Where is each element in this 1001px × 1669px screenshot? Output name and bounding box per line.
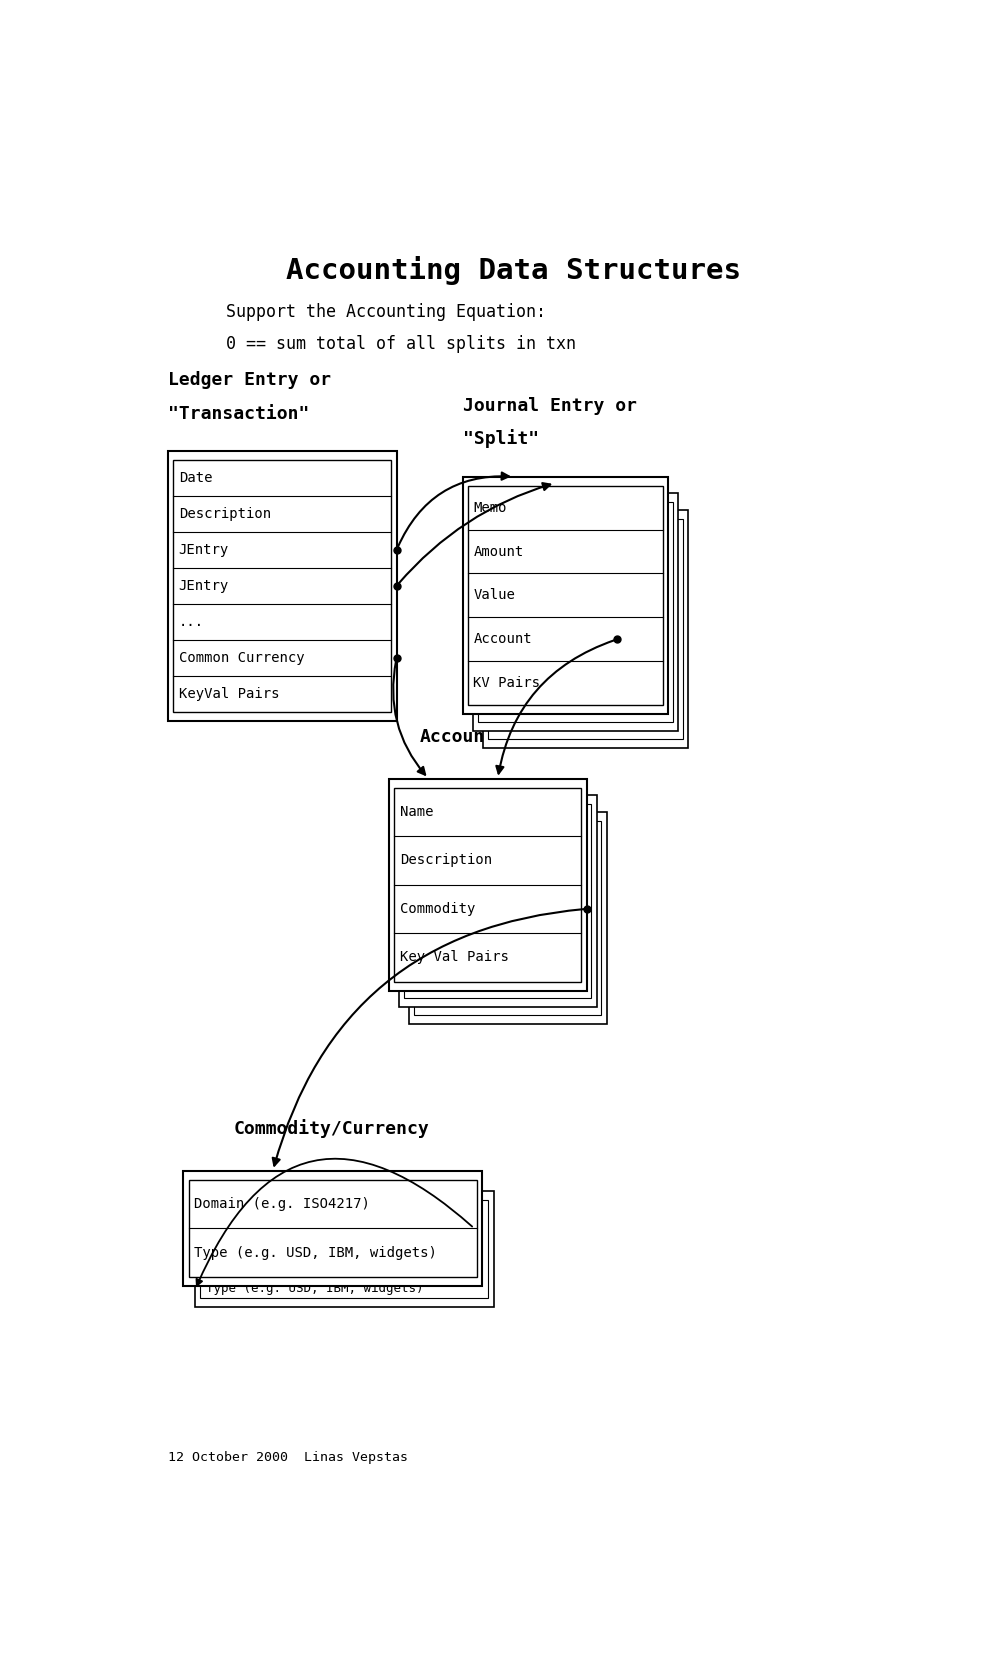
Text: Account: Account bbox=[420, 728, 496, 746]
Text: Amount: Amount bbox=[473, 544, 524, 559]
Text: Name: Name bbox=[399, 804, 433, 819]
Bar bbox=[189, 1180, 476, 1277]
Bar bbox=[394, 788, 582, 981]
Text: Key Val Pairs: Key Val Pairs bbox=[399, 950, 509, 965]
Text: Commodity: Commodity bbox=[399, 901, 475, 916]
Bar bbox=[478, 502, 673, 723]
Text: JEntry: JEntry bbox=[178, 579, 229, 592]
Bar bbox=[168, 451, 396, 721]
Text: Memo: Memo bbox=[473, 501, 507, 514]
Text: Type (e.g. USD, IBM, widgets): Type (e.g. USD, IBM, widgets) bbox=[194, 1245, 437, 1260]
Text: 0 == sum total of all splits in txn: 0 == sum total of all splits in txn bbox=[226, 335, 576, 354]
Bar bbox=[200, 1200, 488, 1298]
Text: JEntry: JEntry bbox=[178, 542, 229, 557]
Text: 12 October 2000  Linas Vepstas: 12 October 2000 Linas Vepstas bbox=[168, 1450, 407, 1464]
Bar bbox=[173, 461, 391, 711]
Text: Accounting Data Structures: Accounting Data Structures bbox=[285, 257, 741, 285]
Bar bbox=[414, 821, 602, 1015]
Text: Key Val Pairs: Key Val Pairs bbox=[420, 990, 518, 1001]
Text: Domain (e.g. ISO4217): Domain (e.g. ISO4217) bbox=[194, 1197, 370, 1212]
Text: KV Pairs: KV Pairs bbox=[473, 676, 541, 691]
Text: Journal Entry or: Journal Entry or bbox=[462, 397, 637, 416]
Bar bbox=[183, 1170, 482, 1287]
Text: Date: Date bbox=[178, 471, 212, 486]
Bar bbox=[399, 796, 597, 1008]
Text: Value: Value bbox=[473, 589, 516, 603]
Text: Commodity/Currency: Commodity/Currency bbox=[233, 1120, 429, 1138]
Text: Account: Account bbox=[473, 633, 533, 646]
Bar bbox=[462, 477, 669, 714]
Text: Ledger Entry or: Ledger Entry or bbox=[168, 371, 331, 389]
Text: Common Currency: Common Currency bbox=[178, 651, 304, 664]
Bar bbox=[388, 778, 587, 991]
Text: Type (e.g. USD, IBM, widgets): Type (e.g. USD, IBM, widgets) bbox=[206, 1282, 423, 1295]
Bar bbox=[482, 511, 689, 748]
Text: "Split": "Split" bbox=[462, 429, 539, 449]
Text: ...: ... bbox=[178, 614, 204, 629]
Text: KV Pairs: KV Pairs bbox=[493, 711, 554, 723]
Text: Support the Accounting Equation:: Support the Accounting Equation: bbox=[226, 304, 546, 320]
Text: KeyVal Pairs: KeyVal Pairs bbox=[178, 686, 279, 701]
Bar bbox=[488, 519, 683, 739]
Text: Description: Description bbox=[399, 853, 491, 868]
Text: "Transaction": "Transaction" bbox=[168, 404, 309, 422]
Bar bbox=[472, 494, 679, 731]
Bar bbox=[195, 1192, 493, 1307]
Bar bbox=[409, 813, 607, 1025]
Bar bbox=[404, 804, 592, 998]
Bar bbox=[468, 486, 663, 706]
Text: Description: Description bbox=[178, 507, 271, 521]
